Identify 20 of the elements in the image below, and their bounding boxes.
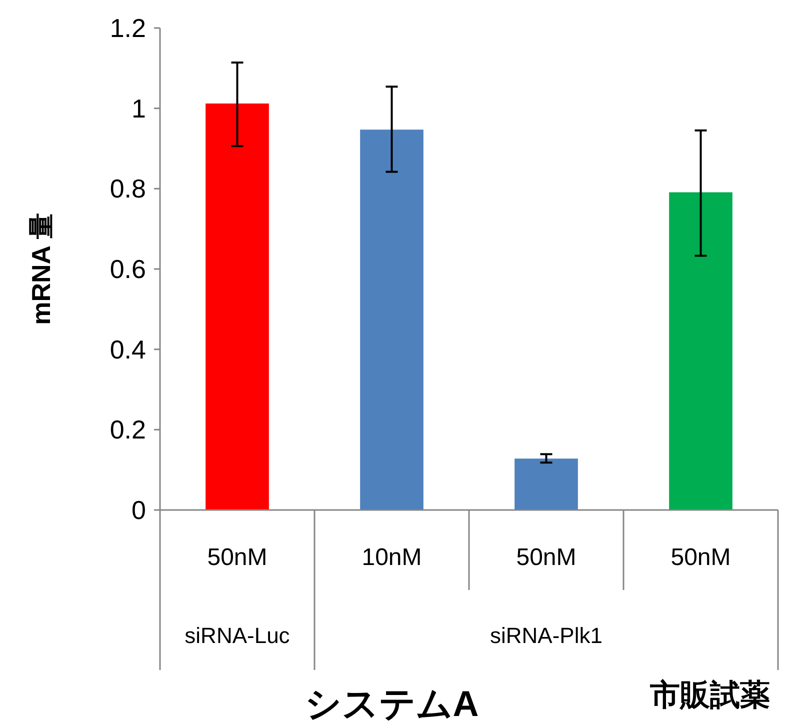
y-tick-label: 0.4 [110,334,146,364]
y-tick-label: 0.6 [110,254,146,284]
text: siRNA-Plk1 [490,623,602,648]
y-tick-label: 0 [132,495,146,525]
y-tick-label: 0.8 [110,174,146,204]
x-tick-label: 50nM [516,544,576,571]
y-tick-label: 1 [132,93,146,124]
bar [206,104,269,510]
bar [360,130,424,510]
y-axis-title: mRNA 量 [26,213,56,325]
y-tick-label: 0.2 [110,414,146,445]
x-tick-label: 50nM [207,544,268,571]
x-tick-label: 50nM [670,544,731,571]
text: システムA [304,683,479,724]
x-tick-label: 10nM [362,544,422,571]
text: 市販試薬 [649,678,770,712]
bar [669,192,732,510]
text: siRNA-Luc [184,623,290,648]
y-tick-label: 1.2 [110,13,146,43]
bar [514,458,578,510]
